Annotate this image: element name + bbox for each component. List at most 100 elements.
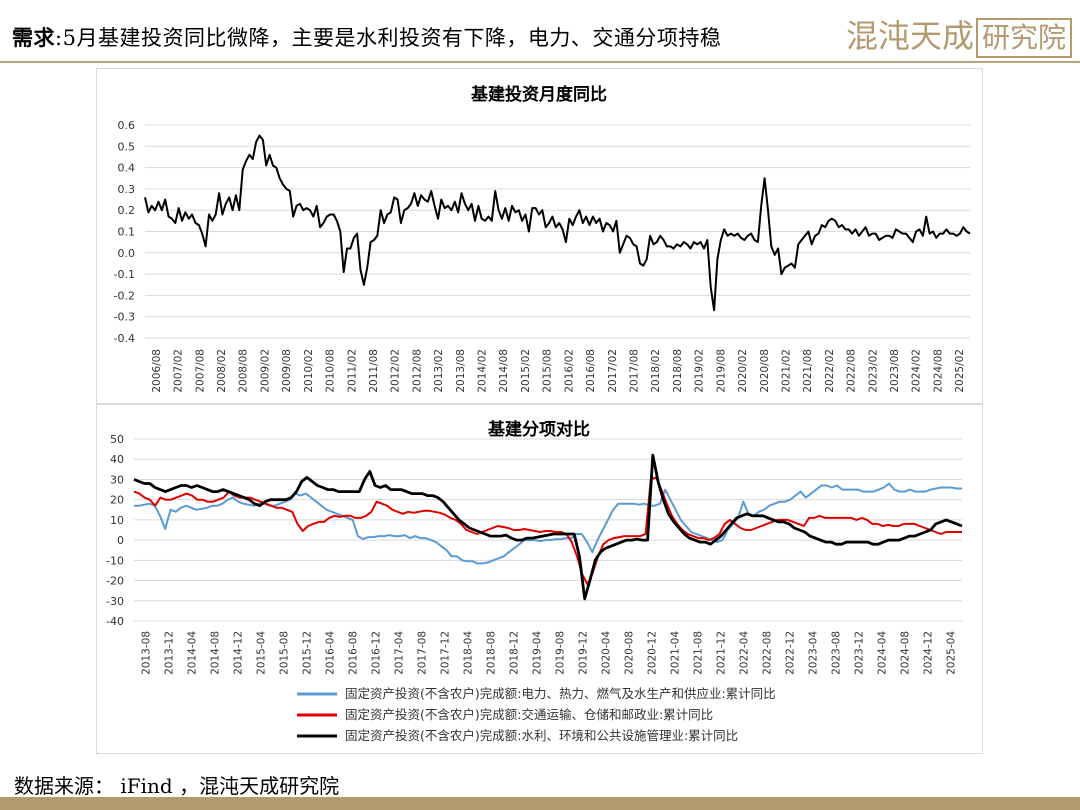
chart2-xtick-label: 2021-12: [716, 631, 728, 675]
chart2-xtick-label: 2018-04: [463, 631, 475, 675]
chart2-xtick-label: 2015-04: [256, 631, 268, 675]
page-title: 需求:5月基建投资同比微降，主要是水利投资有下降，电力、交通分项持稳: [12, 22, 721, 52]
monthly-yoy-chart: 基建投资月度同比 0.6 0.5 0.4 0.3 0.2 0.1 0.0 -0.1 -0.2 -0.…: [114, 84, 971, 393]
chart2-xtick-label: 2024-08: [900, 631, 912, 675]
header: 需求:5月基建投资同比微降，主要是水利投资有下降，电力、交通分项持稳 混沌天成研…: [0, 0, 1080, 63]
chart1-xtick-label: 2022/08: [846, 349, 858, 393]
chart2-xtick-label: 2017-08: [417, 631, 429, 675]
chart1-xtick-label: 2010/08: [325, 349, 337, 393]
chart2-xtick-label: 2018-08: [486, 631, 498, 675]
chart2-series-line-1: [134, 482, 962, 565]
chart1-xtick-label: 2014/08: [498, 349, 510, 393]
chart1-xtick-label: 2020/02: [737, 349, 749, 393]
chart2-xtick-label: 2019-08: [555, 631, 567, 675]
chart1-xtick-label: 2023/02: [867, 349, 879, 393]
chart1-xtick-label: 2019/02: [694, 349, 706, 393]
chart1-ytick-label: 0.2: [118, 204, 136, 217]
legend-label-3: 固定资产投资(不含农户)完成额:水利、环境和公共设施管理业:累计同比: [345, 728, 738, 743]
chart2-ytick-label: 30: [110, 473, 124, 486]
chart1-ytick-label: -0.1: [114, 268, 135, 281]
chart1-ytick-label: 0.3: [118, 183, 136, 196]
chart1-xtick-label: 2013/02: [433, 349, 445, 393]
title-prefix: 需求: [12, 25, 55, 50]
title-colon: :: [55, 26, 63, 50]
chart2-xtick-label: 2020-12: [647, 631, 659, 675]
chart1-xtick-label: 2011/08: [368, 349, 380, 393]
chart1-xtick-label: 2018/02: [650, 349, 662, 393]
chart2-xtick-label: 2024-04: [877, 631, 889, 675]
chart2-ytick-label: -20: [106, 575, 124, 588]
chart2-xtick-label: 2021-04: [670, 631, 682, 675]
chart2-ytick-label: 20: [110, 494, 124, 507]
chart2-xtick-label: 2014-08: [210, 631, 222, 675]
chart2-xtick-label: 2016-08: [348, 631, 360, 675]
chart2-xtick-label: 2022-08: [762, 631, 774, 675]
chart1-xtick-label: 2006/08: [151, 349, 163, 393]
chart-panel-monthly: 基建投资月度同比 0.6 0.5 0.4 0.3 0.2 0.1 0.0 -0.1 -0.2 -0.…: [96, 68, 983, 404]
chart2-xtick-label: 2014-04: [187, 631, 199, 675]
chart1-xtick-label: 2021/08: [802, 349, 814, 393]
chart1-xtick-label: 2015/08: [542, 349, 554, 393]
chart1-xtick-label: 2014/02: [477, 349, 489, 393]
chart2-xtick-label: 2017-12: [440, 631, 452, 675]
chart1-title: 基建投资月度同比: [470, 84, 607, 105]
footer-bar: [0, 797, 1080, 810]
chart1-xtick-label: 2009/02: [259, 349, 271, 393]
chart2-ytick-label: 50: [110, 433, 124, 446]
logo-text: 混沌天成: [846, 17, 975, 55]
chart2-series-line-2: [133, 476, 962, 586]
chart1-xtick-label: 2007/08: [194, 349, 206, 393]
chart1-ytick-label: -0.4: [114, 332, 135, 345]
chart1-xtick-label: 2021/02: [780, 349, 792, 393]
chart1-xtick-label: 2023/08: [889, 349, 901, 393]
chart1-xtick-label: 2007/02: [173, 349, 185, 393]
chart2-xtick-label: 2017-04: [394, 631, 406, 675]
chart2-xtick-label: 2022-04: [739, 631, 751, 675]
chart1-xtick-label: 2012/08: [411, 349, 423, 393]
chart1-xtick-label: 2025/02: [954, 349, 966, 393]
header-divider: [0, 61, 1080, 63]
chart1-xtick-label: 2011/02: [346, 349, 358, 393]
chart2-xtick-label: 2016-12: [371, 631, 383, 675]
chart1-series-line-1: [144, 134, 971, 312]
chart1-xtick-label: 2017/02: [607, 349, 619, 393]
chart1-xtick-label: 2018/08: [672, 349, 684, 393]
chart2-xtick-label: 2022-12: [785, 631, 797, 675]
chart2-title: 基建分项对比: [487, 419, 590, 440]
chart2-ytick-label: 10: [110, 514, 124, 527]
chart2-ytick-label: -30: [106, 595, 124, 608]
chart2-xtick-label: 2013-08: [141, 631, 153, 675]
title-text: 5月基建投资同比微降，主要是水利投资有下降，电力、交通分项持稳: [62, 26, 722, 50]
chart2-xtick-label: 2019-12: [578, 631, 590, 675]
chart1-xtick-label: 2009/08: [281, 349, 293, 393]
chart1-xtick-label: 2016/08: [585, 349, 597, 393]
chart1-ytick-label: -0.3: [114, 311, 135, 324]
chart2-xtick-label: 2014-12: [233, 631, 245, 675]
chart2-xtick-label: 2020-08: [624, 631, 636, 675]
chart2-xtick-label: 2018-12: [509, 631, 521, 675]
chart1-xtick-label: 2024/08: [932, 349, 944, 393]
chart2-ytick-label: -40: [106, 615, 124, 628]
chart2-xtick-label: 2025-04: [946, 631, 958, 675]
chart2-xtick-label: 2015-08: [279, 631, 291, 675]
brand-logo: 混沌天成 研究院: [846, 11, 1073, 58]
chart1-xtick-label: 2010/02: [303, 349, 315, 393]
chart1-ytick-label: 0.1: [118, 226, 136, 239]
chart2-xtick-label: 2023-04: [808, 631, 820, 675]
chart1-ytick-label: 0.5: [118, 140, 136, 153]
chart2-ytick-label: 40: [110, 453, 124, 466]
chart2-ytick-label: 0: [117, 534, 124, 547]
chart-panel-subsectors: 基建分项对比 50 40 30 20 10 0 -10 -20 -30 -40 2013-08 2013…: [96, 404, 983, 754]
chart2-xtick-label: 2019-04: [532, 631, 544, 675]
chart2-xtick-label: 2020-04: [601, 631, 613, 675]
chart2-xtick-label: 2021-08: [693, 631, 705, 675]
chart2-xtick-label: 2024-12: [923, 631, 935, 675]
chart1-ytick-label: -0.2: [114, 289, 135, 302]
chart2-xtick-label: 2013-12: [164, 631, 176, 675]
chart1-ytick-label: 0.4: [118, 162, 136, 175]
chart2-xtick-label: 2023-08: [831, 631, 843, 675]
chart1-xtick-label: 2017/08: [628, 349, 640, 393]
chart1-ytick-label: 0.6: [118, 119, 136, 132]
chart1-xtick-label: 2013/08: [455, 349, 467, 393]
chart2-series-line-3: [133, 453, 963, 601]
